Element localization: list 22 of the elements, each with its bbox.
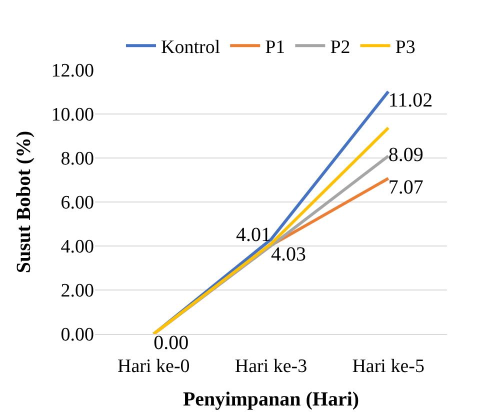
y-tick-label: 0.00 [60,324,94,346]
legend-label: P3 [395,36,416,58]
y-tick-label: 6.00 [60,192,94,214]
legend-label: Kontrol [161,36,220,58]
y-tick-label: 2.00 [60,280,94,302]
data-label: 8.09 [388,144,424,166]
legend-label: P1 [265,36,286,58]
data-label: 4.01 [236,224,271,246]
y-tick-label: 12.00 [51,60,94,82]
x-tick-label: Hari ke-0 [118,356,190,377]
x-axis-title: Penyimpanan (Hari) [182,388,360,410]
legend-label: P2 [330,36,350,58]
y-axis-title: Susut Bobot (%) [12,130,35,274]
data-label: 0.00 [154,332,189,354]
y-tick-label: 4.00 [60,236,94,258]
data-label: 7.07 [388,176,424,198]
x-tick-label: Hari ke-5 [352,356,424,377]
y-tick-label: 10.00 [51,104,94,126]
data-label: 4.03 [271,243,306,266]
y-tick-label: 8.00 [60,148,94,170]
x-tick-label: Hari ke-3 [234,356,308,377]
data-label: 11.02 [388,90,433,112]
